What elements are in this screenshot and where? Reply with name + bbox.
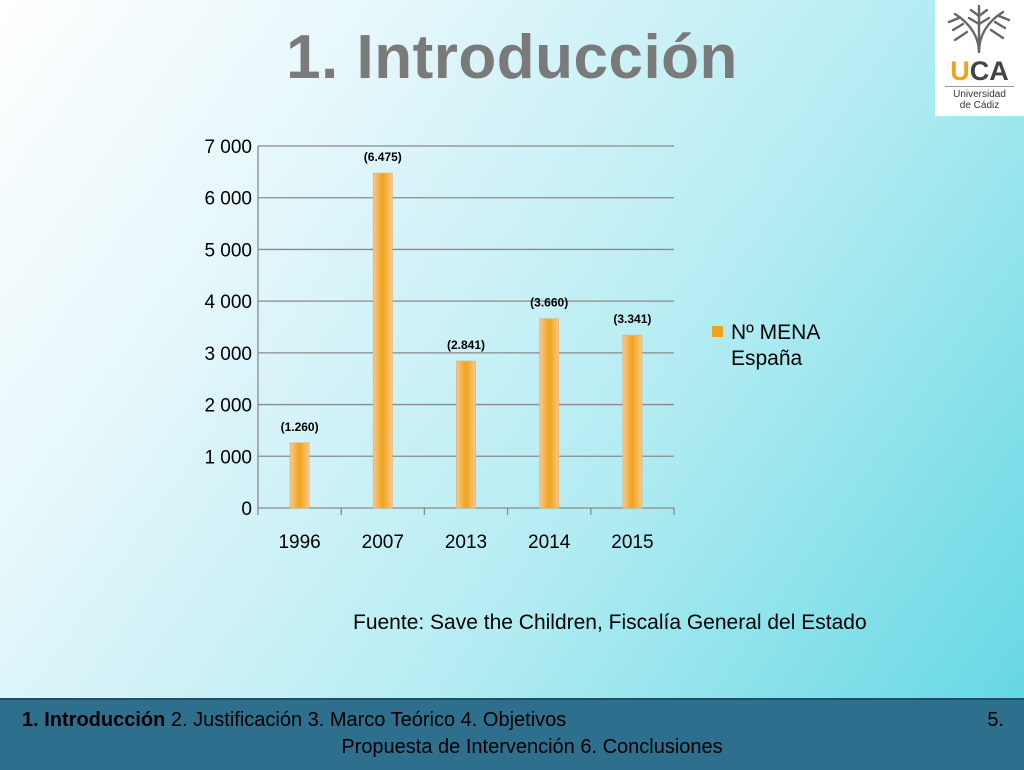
- x-tick-label: 2013: [445, 532, 487, 553]
- footer-nav-line1: 1. Introducción 2. Justificación 3. Marc…: [22, 709, 1002, 732]
- x-tick-label: 2015: [611, 532, 653, 553]
- bar-chart: 0 1 000 2 000 3 000 4 000 5 000 6 000 7 000 (1.2…: [204, 137, 675, 553]
- logo-divider: [945, 86, 1014, 87]
- bar: [456, 360, 476, 509]
- y-tick-label: 3 000: [204, 344, 252, 365]
- slide-title: 1. Introducción: [286, 23, 738, 92]
- bar: [622, 334, 643, 509]
- y-tick-label: 5 000: [204, 240, 252, 261]
- y-tick-label: 4 000: [204, 292, 252, 313]
- y-tick-label: 6 000: [204, 189, 252, 210]
- uca-emblem-icon: [947, 4, 1011, 54]
- logo-letters: UCA: [950, 56, 1009, 86]
- data-label: (2.841): [447, 338, 485, 352]
- footer-navigation: 1. Introducción 2. Justificación 3. Marc…: [0, 698, 1024, 770]
- y-tick-label: 1 000: [204, 447, 252, 468]
- x-tick-label: 2007: [362, 532, 404, 553]
- bar: [539, 318, 560, 509]
- footer-active-section[interactable]: 1. Introducción: [22, 709, 166, 731]
- bar: [372, 172, 393, 509]
- logo-university-name: Universidad de Cádiz: [953, 89, 1006, 111]
- footer-sections[interactable]: 2. Justificación 3. Marco Teórico 4. Obj…: [165, 709, 567, 731]
- data-label: (6.475): [364, 150, 402, 164]
- footer-section-5-number[interactable]: 5.: [987, 709, 1004, 731]
- legend-label: Nº MENA España: [731, 321, 820, 370]
- data-label: (3.341): [613, 312, 651, 326]
- y-tick-label: 0: [241, 499, 252, 520]
- y-tick-label: 7 000: [204, 137, 252, 158]
- x-tick-label: 2014: [528, 532, 571, 553]
- footer-nav-line2[interactable]: Propuesta de Intervención 6. Conclusione…: [341, 736, 723, 758]
- bar: [289, 442, 310, 509]
- data-label: (3.660): [530, 296, 568, 310]
- y-tick-label: 2 000: [204, 396, 252, 417]
- legend-marker: [712, 326, 723, 337]
- data-label: (1.260): [281, 420, 319, 434]
- university-logo: UCA Universidad de Cádiz: [935, 0, 1024, 116]
- x-tick-label: 1996: [278, 532, 320, 553]
- source-note: Fuente: Save the Children, Fiscalía Gene…: [353, 611, 867, 634]
